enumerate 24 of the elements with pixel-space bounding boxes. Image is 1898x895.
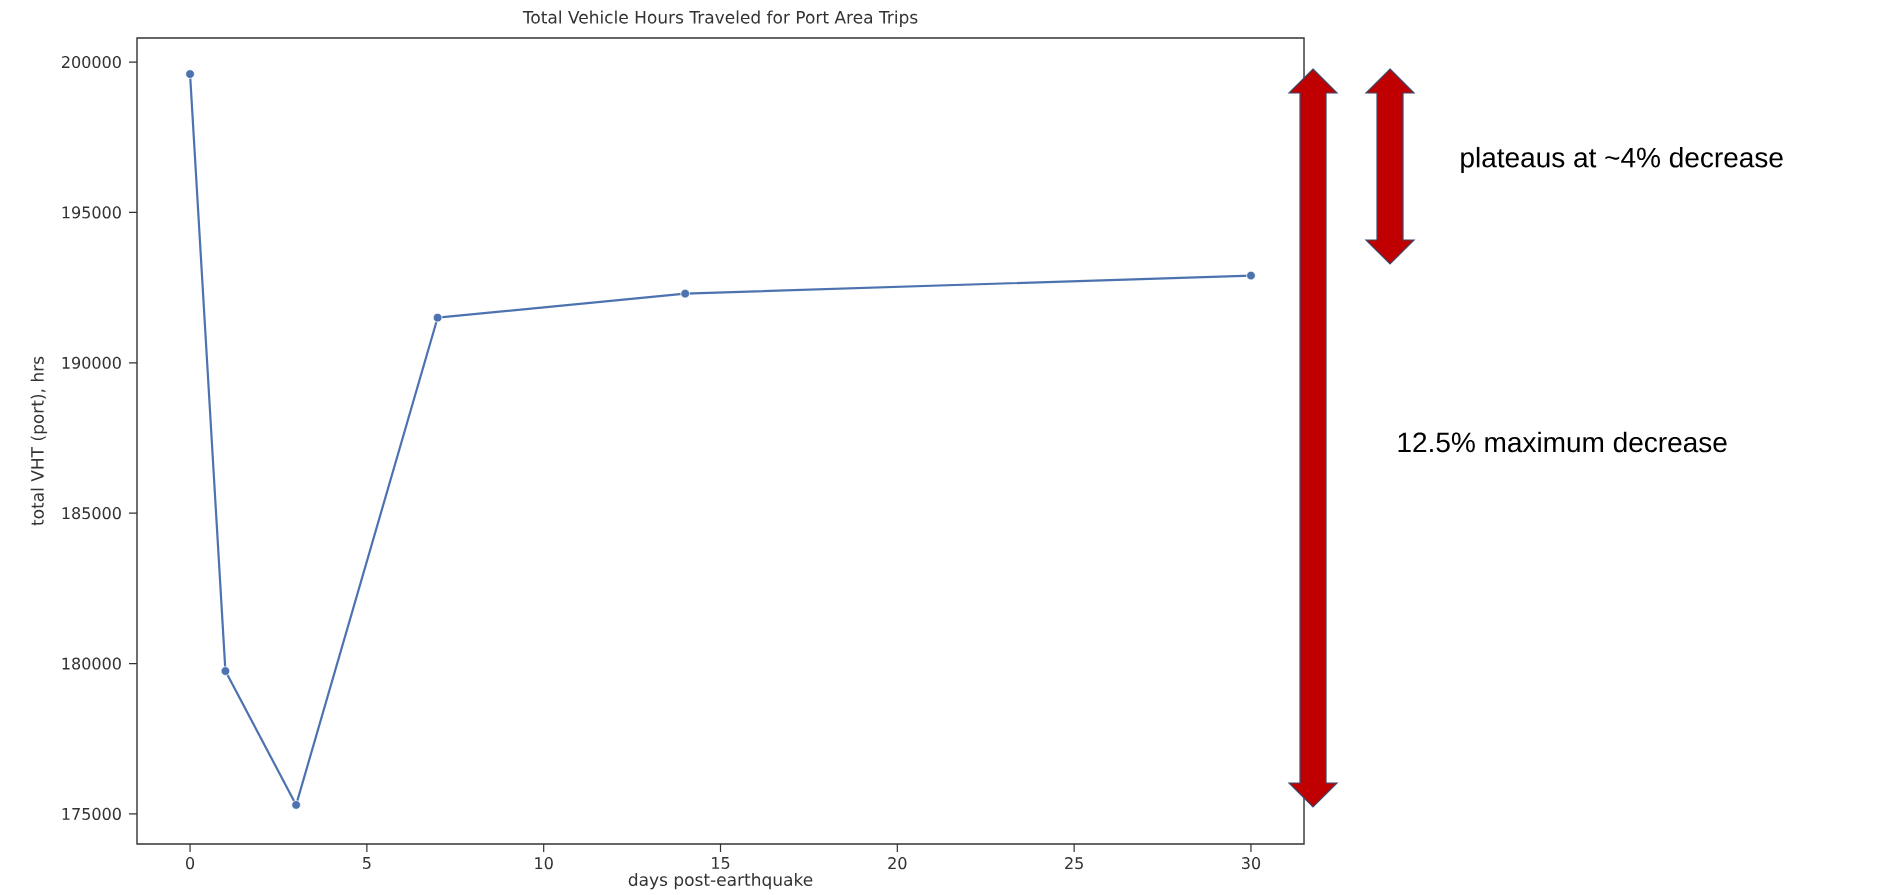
y-axis-title: total VHT (port), hrs (30, 356, 48, 526)
x-tick-label: 30 (1242, 857, 1261, 870)
x-tick-label: 10 (535, 857, 553, 870)
point (1246, 270, 1256, 281)
point (680, 288, 690, 299)
x-axis-title: days post-earthquake (628, 872, 813, 890)
y-tick-label: 185000 (62, 507, 121, 520)
text: plateaus at ~4% decrease (1461, 146, 1783, 174)
x-tick-label: 20 (888, 857, 907, 870)
x-tick-label: 0 (186, 857, 195, 870)
chart-title: Total Vehicle Hours Traveled for Port Area Trips (522, 10, 918, 27)
point (220, 666, 231, 676)
x-tick-label: 15 (712, 857, 730, 869)
y-tick-label: 175000 (62, 807, 121, 820)
point (432, 312, 443, 323)
y-tick-label: 195000 (62, 206, 121, 219)
y-tick-label: 190000 (62, 356, 121, 369)
text: 12.5% maximum decrease (1398, 431, 1727, 453)
y-tick-label: 180000 (62, 657, 121, 670)
x-tick-label: 5 (363, 857, 371, 869)
point (185, 69, 195, 79)
y-tick-label: 200000 (62, 55, 121, 69)
point (291, 800, 301, 810)
x-tick-label: 25 (1065, 857, 1083, 870)
